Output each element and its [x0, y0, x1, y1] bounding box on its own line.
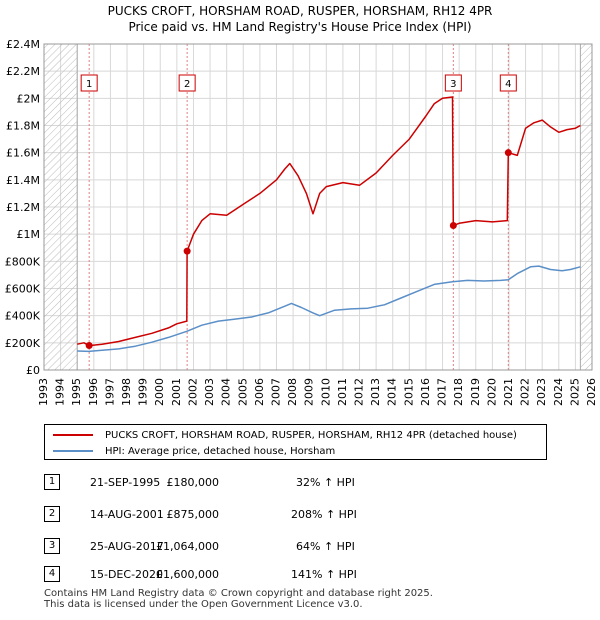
plot-frame [43, 43, 593, 371]
sale-marker-label: 3 [450, 79, 456, 90]
x-tick-label: 2017 [436, 378, 449, 406]
sale-marker-box [499, 74, 517, 92]
hatch-region-before [44, 44, 78, 370]
sale-price: £1,064,000 [156, 540, 219, 553]
x-tick-label: 2007 [269, 378, 282, 406]
sale-point [449, 221, 457, 229]
x-tick-label: 1995 [70, 378, 83, 406]
hpi-line [77, 265, 581, 353]
x-tick-label: 2020 [485, 378, 498, 406]
sale-number-badge: 3 [44, 538, 60, 554]
sale-number-badge: 1 [44, 474, 60, 490]
x-tick-label: 2003 [203, 378, 216, 406]
sale-price: £875,000 [166, 508, 220, 521]
chart-legend: PUCKS CROFT, HORSHAM ROAD, RUSPER, HORSH… [44, 424, 547, 460]
x-tick-label: 1999 [137, 378, 150, 406]
x-tick-label: 2010 [319, 378, 332, 406]
sale-number-badge: 4 [44, 566, 60, 582]
y-tick-label: £800K [5, 255, 41, 268]
sale-number-badge: 2 [44, 506, 60, 522]
legend-entry-hpi: HPI: Average price, detached house, Hors… [53, 443, 335, 459]
x-tick-label: 2009 [303, 378, 316, 406]
x-tick-label: 2026 [585, 378, 598, 406]
sale-marker-box [178, 74, 196, 92]
x-tick-label: 1996 [87, 378, 100, 406]
x-tick-label: 2004 [220, 378, 233, 406]
y-tick-label: £1.8M [6, 120, 40, 133]
x-tick-label: 2018 [452, 378, 465, 406]
y-tick-label: £0 [26, 364, 40, 377]
sale-price: £180,000 [166, 476, 220, 489]
sale-point [504, 149, 512, 157]
hatch-region-after [580, 44, 592, 370]
sale-date: 21-SEP-1995 [90, 476, 161, 489]
footer-attribution: Contains HM Land Registry data © Crown c… [44, 588, 433, 610]
sale-point [85, 342, 93, 350]
y-tick-label: £2.2M [6, 65, 40, 78]
y-tick-label: £2.4M [6, 38, 40, 51]
sale-date: 15-DEC-2020 [90, 568, 164, 581]
chart-title-line1: PUCKS CROFT, HORSHAM ROAD, RUSPER, HORSH… [108, 4, 493, 18]
footer-line-2: This data is licensed under the Open Gov… [44, 599, 363, 610]
sale-hpi-change: 32% ↑ HPI [296, 476, 355, 489]
property-price-line [77, 96, 581, 347]
x-tick-label: 2013 [369, 378, 382, 406]
sale-marker-label: 4 [505, 79, 511, 90]
sale-date: 14-AUG-2001 [90, 508, 164, 521]
x-tick-label: 2016 [419, 378, 432, 406]
sale-hpi-change: 208% ↑ HPI [291, 508, 357, 521]
sale-marker-box [444, 74, 462, 92]
x-tick-label: 2022 [519, 378, 532, 406]
x-tick-label: 2023 [535, 378, 548, 406]
price-chart: PUCKS CROFT, HORSHAM ROAD, RUSPER, HORSH… [5, 4, 598, 406]
x-tick-label: 2002 [186, 378, 199, 406]
x-tick-label: 2021 [502, 378, 515, 406]
sale-marker-label: 1 [86, 79, 92, 90]
footer-line-1: Contains HM Land Registry data © Crown c… [44, 588, 433, 599]
x-tick-label: 1998 [120, 378, 133, 406]
x-tick-label: 2025 [568, 378, 581, 406]
sale-marker-label: 2 [184, 79, 190, 90]
sale-marker-box [80, 74, 98, 92]
legend-hpi-line [53, 450, 93, 452]
y-tick-label: £200K [5, 337, 41, 350]
sale-hpi-change: 64% ↑ HPI [296, 540, 355, 553]
x-tick-label: 2001 [170, 378, 183, 406]
x-tick-label: 2011 [336, 378, 349, 406]
legend-hpi-label: HPI: Average price, detached house, Hors… [105, 445, 336, 457]
x-tick-label: 1994 [54, 378, 67, 406]
x-tick-label: 2006 [253, 378, 266, 406]
y-tick-label: £1.4M [6, 174, 40, 187]
chart-title-line2: Price paid vs. HM Land Registry's House … [128, 20, 471, 34]
x-tick-label: 2000 [153, 378, 166, 406]
sale-hpi-change: 141% ↑ HPI [291, 568, 357, 581]
x-tick-label: 2015 [402, 378, 415, 406]
y-tick-label: £1M [17, 228, 41, 241]
x-tick-label: 1997 [103, 378, 116, 406]
y-tick-label: £600K [5, 283, 41, 296]
x-tick-label: 2012 [353, 378, 366, 406]
y-tick-label: £1.2M [6, 201, 40, 214]
y-tick-label: £2M [17, 92, 41, 105]
x-tick-label: 2008 [286, 378, 299, 406]
y-tick-label: £400K [5, 310, 41, 323]
x-tick-label: 2014 [386, 378, 399, 406]
x-tick-label: 2024 [552, 378, 565, 406]
x-tick-label: 2005 [236, 378, 249, 406]
x-tick-label: 2019 [469, 378, 482, 406]
legend-property-label: PUCKS CROFT, HORSHAM ROAD, RUSPER, HORSH… [105, 429, 517, 441]
x-tick-label: 1993 [37, 378, 50, 406]
y-tick-label: £1.6M [6, 147, 40, 160]
sale-price: £1,600,000 [156, 568, 219, 581]
sale-point [183, 247, 191, 255]
legend-property-line [53, 434, 93, 436]
legend-entry-property: PUCKS CROFT, HORSHAM ROAD, RUSPER, HORSH… [53, 427, 517, 443]
sale-date: 25-AUG-2017 [90, 540, 164, 553]
